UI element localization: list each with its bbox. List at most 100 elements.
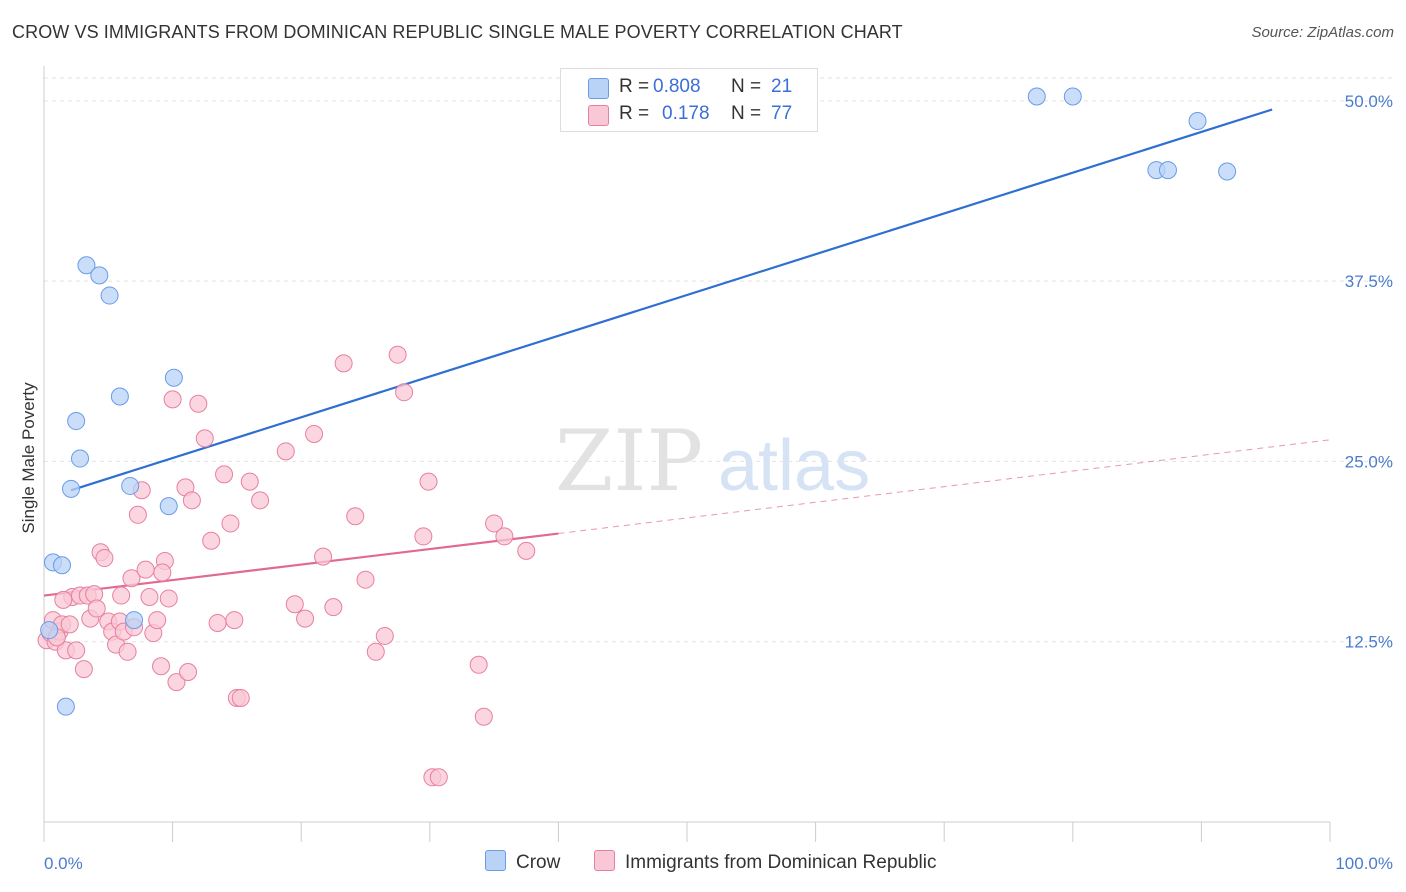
dominican-point-55 <box>334 354 353 373</box>
dominican-point-73 <box>54 590 73 609</box>
correlation-legend: R = 0.808 N = 21 R = 0.178 N = 77 <box>560 68 818 132</box>
dominican-point-71 <box>153 563 172 582</box>
y-tick-label-3: 50.0% <box>1345 92 1393 111</box>
dominican-point-32 <box>152 657 171 676</box>
dominican-point-52 <box>305 425 324 444</box>
dominican-point-76 <box>225 611 244 630</box>
crow-point-16 <box>1063 87 1082 106</box>
dominican-point-44 <box>221 514 240 533</box>
dominican-point-31 <box>148 611 167 630</box>
bottom-dominican-label: Immigrants from Dominican Republic <box>625 852 937 873</box>
dominican-point-46 <box>231 688 250 707</box>
source-label: Source: ZipAtlas.com <box>1251 24 1394 41</box>
dominican-r-label: R = <box>619 103 650 124</box>
dominican-point-75 <box>179 663 198 681</box>
crow-point-15 <box>1027 87 1046 106</box>
dominican-point-60 <box>388 345 407 364</box>
crow-point-13 <box>159 497 178 516</box>
dominican-point-48 <box>251 491 270 510</box>
dominican-point-50 <box>285 595 304 614</box>
bottom-dominican-swatch <box>594 850 615 871</box>
dominican-point-65 <box>429 768 448 787</box>
dominican-point-42 <box>208 613 227 632</box>
dominican-point-34 <box>159 589 178 608</box>
dominican-point-41 <box>202 531 221 550</box>
dominican-point-63 <box>419 472 438 491</box>
trend-line-1 <box>43 532 559 597</box>
dominican-point-47 <box>240 472 259 491</box>
watermark: ZIP atlas <box>555 412 870 510</box>
dominican-point-74 <box>112 586 131 605</box>
crow-r-value: 0.808 <box>653 76 701 97</box>
dominican-swatch <box>588 105 609 126</box>
dominican-point-57 <box>356 570 375 589</box>
dominican-n-label: N = <box>731 103 762 124</box>
dominican-point-69 <box>495 527 514 546</box>
crow-point-14 <box>164 368 183 387</box>
dominican-point-9 <box>67 641 86 660</box>
legend-row-crow: R = 0.808 N = 21 <box>561 73 817 101</box>
crow-point-9 <box>100 286 119 305</box>
crow-point-19 <box>1188 112 1207 131</box>
dominican-point-62 <box>414 527 433 546</box>
crow-point-11 <box>121 476 140 495</box>
crow-point-7 <box>77 256 96 275</box>
trend-line-0 <box>70 108 1273 492</box>
dominican-point-28 <box>136 560 155 579</box>
dominican-point-11 <box>74 660 93 679</box>
crow-point-0 <box>40 621 59 640</box>
crow-swatch <box>588 78 609 99</box>
dominican-point-68 <box>485 514 504 533</box>
y-tick-label-0: 12.5% <box>1345 633 1393 652</box>
axes <box>43 66 1331 842</box>
dominican-point-66 <box>469 655 488 674</box>
dominican-point-7 <box>60 615 79 634</box>
legend-row-dominican: R = 0.178 N = 77 <box>561 100 817 128</box>
bottom-legend-dominican: Immigrants from Dominican Republic <box>594 850 937 874</box>
dominican-point-51 <box>296 609 315 628</box>
dominican-point-67 <box>474 707 493 726</box>
crow-n-label: N = <box>731 76 762 97</box>
data-points <box>37 87 1237 787</box>
crow-point-8 <box>90 266 109 285</box>
dominican-point-49 <box>276 442 295 461</box>
dominican-point-53 <box>314 547 333 566</box>
dominican-point-39 <box>189 394 208 413</box>
dominican-point-23 <box>118 642 137 661</box>
dominican-point-26 <box>128 505 147 524</box>
watermark-atlas: atlas <box>718 426 870 506</box>
crow-point-6 <box>71 449 90 468</box>
dominican-point-58 <box>366 642 385 661</box>
dominican-point-17 <box>95 549 114 568</box>
dominican-point-43 <box>215 465 234 484</box>
dominican-point-29 <box>140 588 159 606</box>
y-axis-label: Single Male Poverty <box>19 382 38 534</box>
crow-point-10 <box>110 387 129 406</box>
crow-point-5 <box>67 412 86 431</box>
crow-point-12 <box>125 611 144 630</box>
dominican-point-54 <box>324 598 343 617</box>
crow-point-4 <box>62 479 81 498</box>
crow-point-18 <box>1158 161 1177 180</box>
dominican-point-40 <box>195 429 214 448</box>
dominican-point-70 <box>517 541 536 560</box>
chart-title: CROW VS IMMIGRANTS FROM DOMINICAN REPUBL… <box>12 22 903 42</box>
dominican-point-15 <box>87 599 106 618</box>
x-tick-label-1: 100.0% <box>1335 854 1393 873</box>
bottom-crow-label: Crow <box>516 852 561 873</box>
crow-point-20 <box>1218 162 1237 181</box>
x-tick-label-0: 0.0% <box>44 854 83 873</box>
dominican-n-value: 77 <box>771 103 793 124</box>
dominican-point-61 <box>395 383 414 402</box>
crow-n-value: 21 <box>771 76 793 97</box>
gridlines <box>44 77 1393 643</box>
dominican-point-24 <box>122 569 141 588</box>
crow-point-2 <box>53 556 72 575</box>
dominican-point-56 <box>346 507 365 526</box>
watermark-zip: ZIP <box>555 412 703 510</box>
trend-line-dashed-1 <box>558 439 1331 535</box>
dominican-r-value: 0.178 <box>662 103 710 124</box>
dominican-point-35 <box>163 390 182 409</box>
y-tick-label-2: 37.5% <box>1345 272 1393 291</box>
